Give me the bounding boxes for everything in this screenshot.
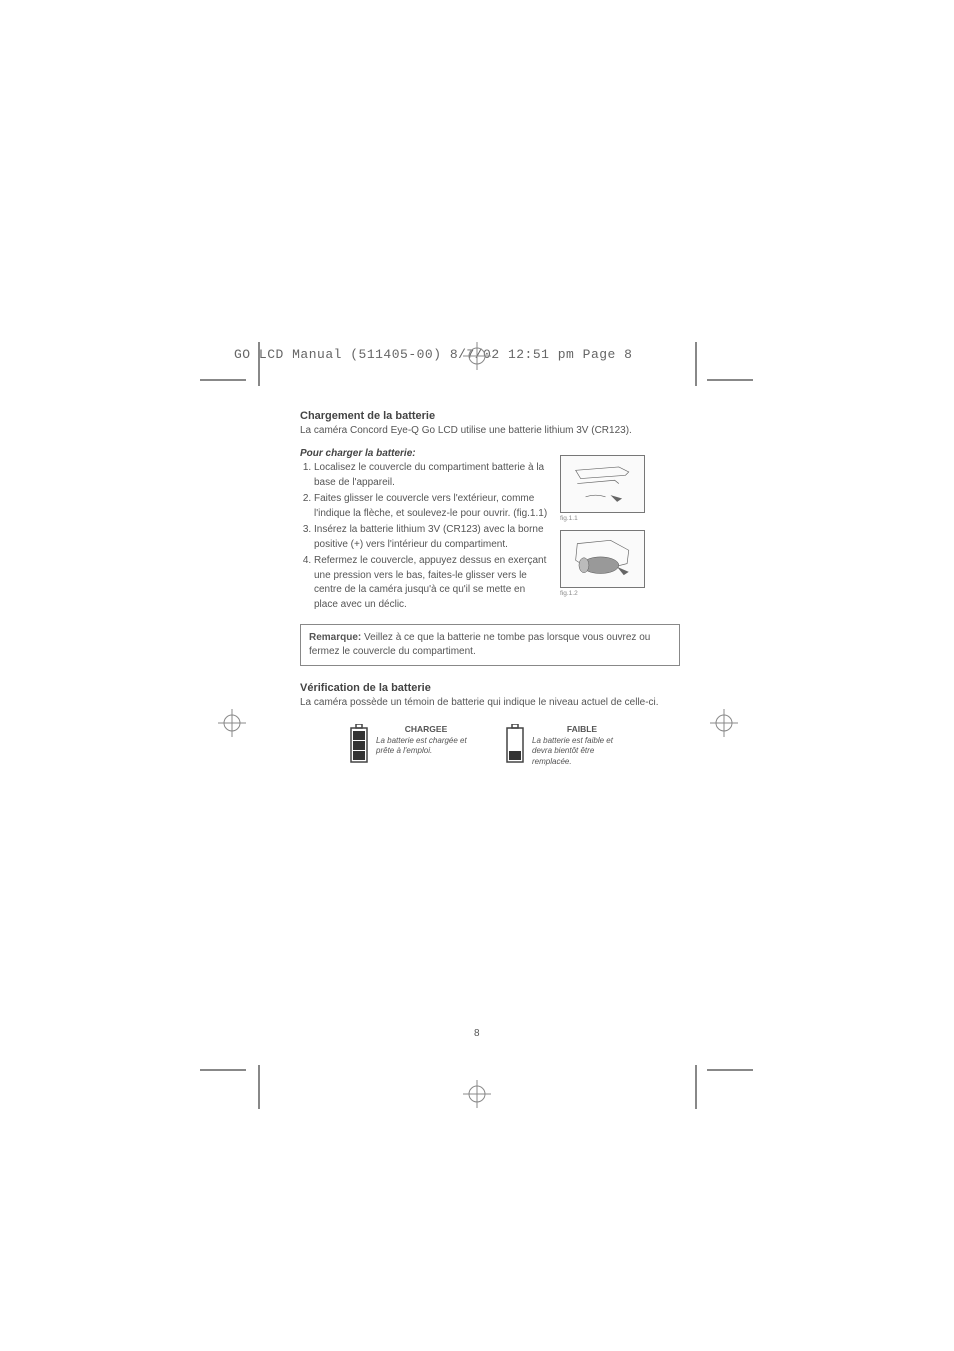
crop-mark: [695, 342, 697, 386]
section2: Vérification de la batterie La caméra po…: [300, 682, 690, 767]
crop-mark: [695, 1065, 697, 1109]
figure-1-2-caption: fig.1.2: [560, 590, 650, 597]
section2-intro: La caméra possède un témoin de batterie …: [300, 696, 690, 710]
page-number: 8: [474, 1028, 480, 1039]
battery-low-title: FAIBLE: [532, 724, 632, 735]
note-text: Veillez à ce que la batterie ne tombe pa…: [309, 632, 650, 657]
crop-mark: [707, 379, 753, 381]
note-box: Remarque: Veillez à ce que la batterie n…: [300, 624, 680, 666]
battery-full-text: CHARGEE La batterie est chargée et prête…: [376, 724, 476, 757]
battery-full-icon: [348, 724, 370, 764]
crop-mark: [200, 379, 246, 381]
battery-low: FAIBLE La batterie est faible et devra b…: [504, 724, 632, 767]
figure-1-2: [560, 530, 645, 588]
figures: fig.1.1 fig.1.2: [560, 455, 650, 605]
crop-mark: [258, 1065, 260, 1109]
note-label: Remarque:: [309, 632, 361, 643]
battery-full-title: CHARGEE: [376, 724, 476, 735]
battery-low-icon: [504, 724, 526, 764]
section1-intro: La caméra Concord Eye-Q Go LCD utilise u…: [300, 424, 690, 438]
battery-low-text: FAIBLE La batterie est faible et devra b…: [532, 724, 632, 767]
figure-1-1-caption: fig.1.1: [560, 515, 650, 522]
battery-indicators: CHARGEE La batterie est chargée et prête…: [300, 724, 680, 767]
registration-mark-icon: [463, 342, 491, 370]
battery-full-desc: La batterie est chargée et prête à l'emp…: [376, 736, 476, 757]
crop-mark: [707, 1069, 753, 1071]
figure-1-1: [560, 455, 645, 513]
battery-low-desc: La batterie est faible et devra bientôt …: [532, 736, 632, 767]
print-header: GO LCD Manual (511405-00) 8/7/02 12:51 p…: [234, 347, 632, 362]
registration-mark-icon: [218, 709, 246, 737]
registration-mark-icon: [710, 709, 738, 737]
step-item: Faites glisser le couvercle vers l'extér…: [314, 492, 548, 521]
step-item: Refermez le couvercle, appuyez dessus en…: [314, 554, 548, 612]
crop-mark: [200, 1069, 246, 1071]
registration-mark-icon: [463, 1080, 491, 1108]
section1-title: Chargement de la batterie: [300, 410, 690, 422]
step-item: Localisez le couvercle du compartiment b…: [314, 461, 548, 490]
battery-full: CHARGEE La batterie est chargée et prête…: [348, 724, 476, 767]
steps-list: Localisez le couvercle du compartiment b…: [300, 461, 548, 612]
section2-title: Vérification de la batterie: [300, 682, 690, 694]
step-item: Insérez la batterie lithium 3V (CR123) a…: [314, 523, 548, 552]
crop-mark: [258, 342, 260, 386]
